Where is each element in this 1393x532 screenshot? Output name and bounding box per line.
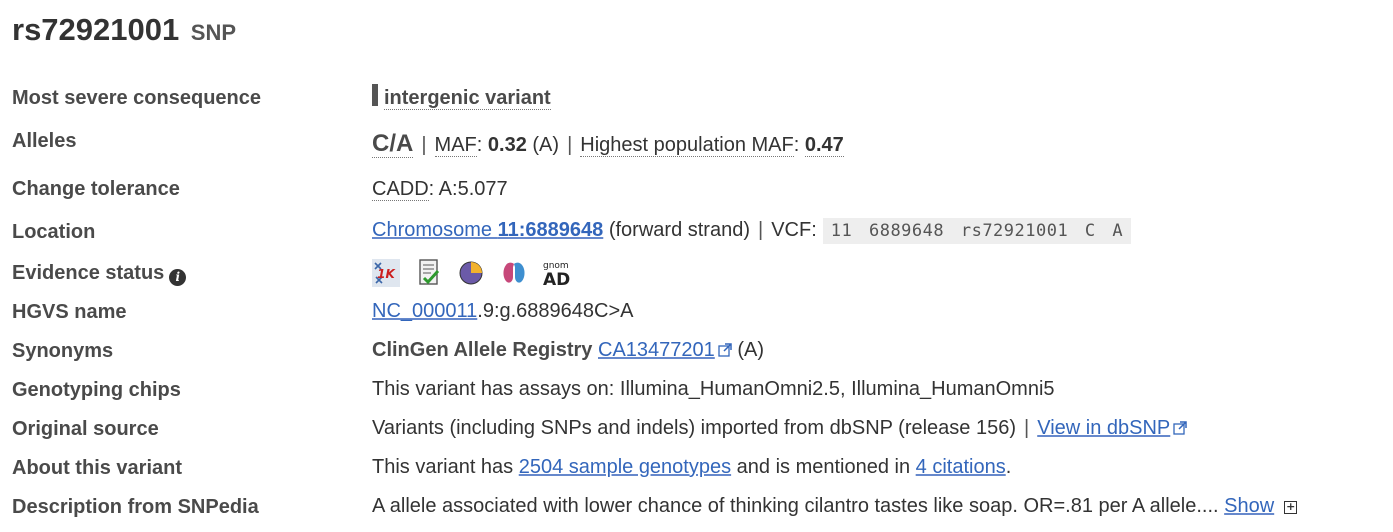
external-link-icon[interactable] [1173,421,1188,435]
consequence-color-bar [372,84,378,106]
phenotype-icon[interactable] [500,259,528,287]
row-hgvs: HGVS name NC_000011.9:g.6889648C>A [0,300,1393,337]
label-synonyms: Synonyms [12,340,114,362]
genotypes-link[interactable]: 2504 sample genotypes [518,456,732,478]
row-alleles: Alleles C/A | MAF: 0.32 (A) | Highest popula… [0,130,1393,166]
chromosome-link[interactable]: Chromosome 11:6889648 [372,219,603,241]
1000-genomes-icon[interactable]: 1K [372,259,400,287]
separator: | [1024,417,1030,439]
vcf-label: VCF: [771,219,817,241]
label-chips: Genotyping chips [12,379,181,401]
label-about: About this variant [12,457,183,479]
value-snpedia: A allele associated with lower chance of… [372,495,1298,518]
info-icon[interactable]: i [169,269,187,286]
label-source: Original source [12,418,159,440]
external-link-icon[interactable] [718,343,732,357]
strand: (forward strand) [608,219,750,241]
separator: | [421,134,427,156]
variant-type: SNP [190,20,237,45]
clingen-registry: ClinGen Allele Registry [372,339,593,361]
separator: | [758,219,764,241]
show-link[interactable]: Show [1224,495,1275,517]
row-consequence: Most severe consequence intergenic varia… [0,84,1393,123]
value-consequence: intergenic variant [372,84,551,110]
citations-link[interactable]: 4 citations [915,456,1006,478]
svg-text:gnom: gnom [543,261,569,271]
row-tolerance: Change tolerance CADD: A:5.077 [0,178,1393,214]
label-location: Location [12,221,96,243]
value-hgvs: NC_000011.9:g.6889648C>A [372,300,634,323]
value-synonyms: ClinGen Allele Registry CA13477201 (A) [372,339,764,362]
cited-icon[interactable] [415,259,443,287]
dbsnp-link[interactable]: View in dbSNP [1037,417,1171,439]
source-text: Variants (including SNPs and indels) imp… [372,417,1017,439]
row-location: Location Chromosome 11:6889648 (forward … [0,218,1393,257]
clingen-link[interactable]: CA13477201 [598,339,715,361]
label-evidence: Evidence status i [12,262,187,286]
maf-label[interactable]: MAF [434,134,477,157]
value-chips: This variant has assays on: Illumina_Hum… [372,378,1055,400]
highest-maf-label[interactable]: Highest population MAF [580,134,794,157]
vcf-string: 11 6889648 rs72921001 C A [822,218,1132,244]
gnomad-icon[interactable]: gnom AD [542,259,570,287]
cadd-value: : A:5.077 [428,178,508,200]
snpedia-text: A allele associated with lower chance of… [372,495,1219,517]
label-evidence-text: Evidence status [12,262,165,284]
consequence-term[interactable]: intergenic variant [384,87,551,110]
page-title: rs72921001 SNP [12,12,236,48]
value-source: Variants (including SNPs and indels) imp… [372,417,1188,440]
row-about: About this variant This variant has 2504… [0,456,1393,493]
cadd-label[interactable]: CADD [372,178,429,201]
svg-text:AD: AD [543,270,570,287]
about-suffix: . [1005,456,1012,478]
evidence-icons: 1K gnom AD [372,259,579,287]
expand-icon[interactable]: + [1284,500,1298,514]
maf-colon: : [476,134,483,156]
about-prefix: This variant has [372,456,519,478]
highest-maf-colon: : [793,134,800,156]
label-tolerance: Change tolerance [12,178,180,200]
svg-text:1K: 1K [377,267,396,281]
refseq-link[interactable]: NC_000011 [372,300,478,322]
allele-string[interactable]: C/A [372,130,414,158]
row-evidence: Evidence status i 1K gnom AD [0,259,1393,298]
highest-maf-value[interactable]: 0.47 [804,134,844,157]
row-source: Original source Variants (including SNPs… [0,417,1393,454]
row-synonyms: Synonyms ClinGen Allele Registry CA13477… [0,339,1393,376]
frequency-icon[interactable] [457,259,485,287]
hgvs-notation: .9:g.6889648C>A [477,300,634,322]
label-snpedia: Description from SNPedia [12,496,259,518]
label-consequence: Most severe consequence [12,87,261,109]
value-tolerance: CADD: A:5.077 [372,178,508,201]
label-alleles: Alleles [12,130,77,152]
variant-id: rs72921001 [12,12,180,47]
maf-allele: (A) [532,134,560,156]
maf-value: 0.32 [487,134,527,156]
row-chips: Genotyping chips This variant has assays… [0,378,1393,415]
row-snpedia: Description from SNPedia A allele associ… [0,495,1393,532]
value-about: This variant has 2504 sample genotypes a… [372,456,1011,479]
value-alleles: C/A | MAF: 0.32 (A) | Highest population MAF… [372,130,844,158]
label-hgvs: HGVS name [12,301,127,323]
about-middle: and is mentioned in [731,456,916,478]
value-location: Chromosome 11:6889648 (forward strand) | V… [372,218,1132,244]
chromosome-position: 11:6889648 [497,219,604,241]
chromosome-prefix: Chromosome [372,219,498,241]
separator: | [567,134,573,156]
synonym-allele: (A) [737,339,765,361]
